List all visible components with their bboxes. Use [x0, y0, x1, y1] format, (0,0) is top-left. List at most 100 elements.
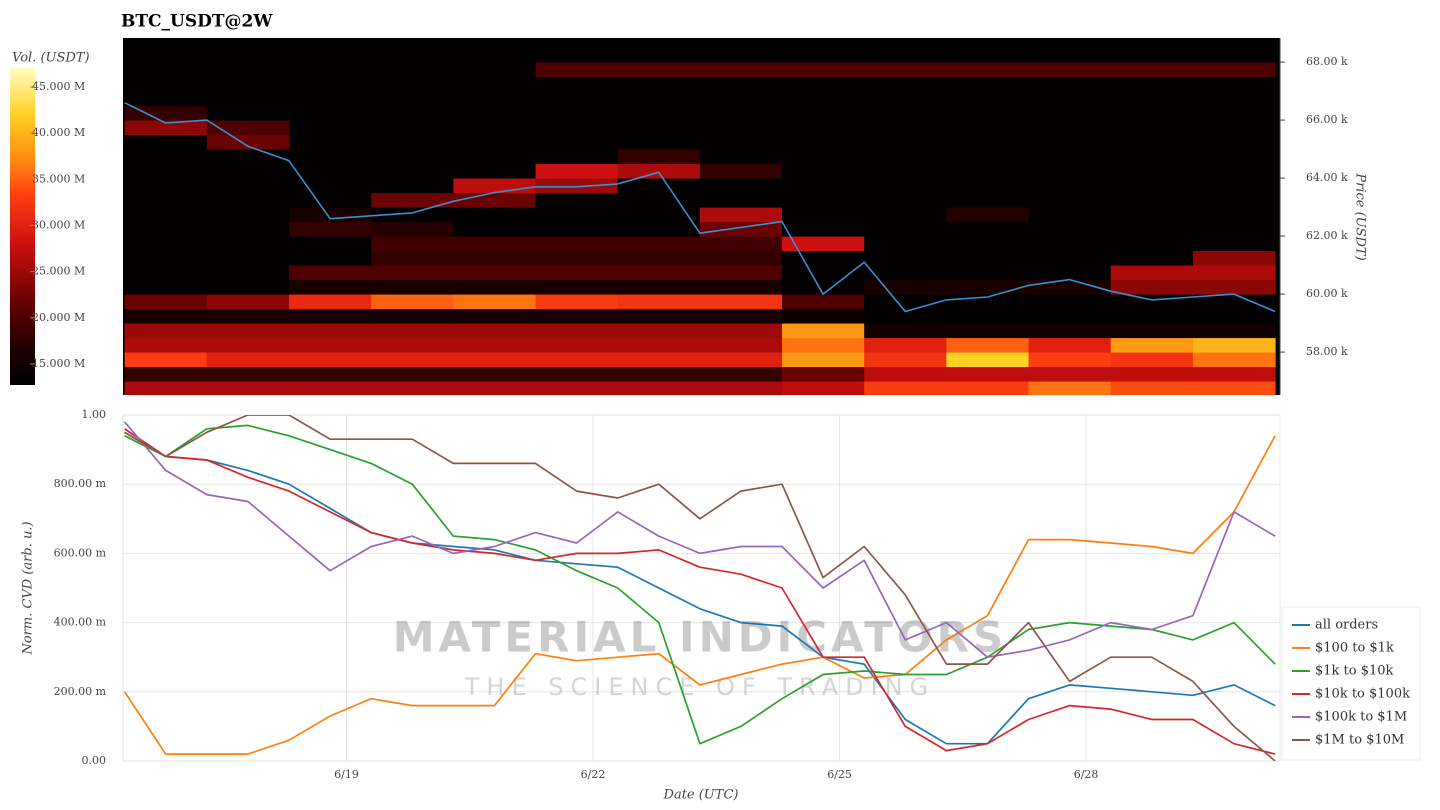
heat-cell [1192, 192, 1276, 208]
heat-cell [124, 308, 208, 324]
heat-cell [206, 47, 290, 63]
heat-cell [371, 352, 454, 368]
heat-cell [371, 337, 454, 353]
heat-cell [124, 337, 208, 353]
legend-label: $1k to $10k [1315, 664, 1394, 679]
heat-cell [864, 308, 947, 324]
heat-cell [946, 221, 1030, 237]
heat-cell [371, 149, 454, 165]
heat-cell [124, 105, 208, 121]
heat-cell [1110, 337, 1194, 353]
heat-cell [1028, 294, 1112, 310]
heat-cell [1028, 62, 1112, 78]
heat-cell [1028, 265, 1112, 281]
heat-cell [288, 250, 372, 266]
heat-cell [1110, 294, 1194, 310]
heat-cell [535, 323, 619, 339]
heat-cell [946, 76, 1030, 92]
heat-cell [453, 91, 537, 107]
grid [123, 414, 1280, 762]
heat-cell [535, 163, 619, 179]
heat-cell [617, 221, 701, 237]
heat-cell [782, 178, 865, 194]
heat-cell [371, 192, 454, 208]
heat-cell [1110, 366, 1194, 382]
heat-cell [864, 221, 947, 237]
heat-cell [1192, 250, 1276, 266]
heat-cell [535, 236, 619, 252]
heat-cell [699, 76, 783, 92]
heat-cell [124, 265, 208, 281]
heat-cell [124, 207, 208, 223]
heat-cell [782, 62, 865, 78]
heat-cell [206, 294, 290, 310]
heat-cell [946, 352, 1030, 368]
heat-cell [453, 308, 537, 324]
heat-cell [371, 366, 454, 382]
heat-cell [371, 207, 454, 223]
heat-cell [288, 105, 372, 121]
legend-label: all orders [1315, 618, 1378, 633]
plot-background [122, 414, 1281, 762]
heat-cell [535, 308, 619, 324]
heat-cell [1192, 366, 1276, 382]
heat-cell [124, 178, 208, 194]
heat-cell [864, 149, 947, 165]
heat-cell [535, 192, 619, 208]
heat-cell [288, 308, 372, 324]
heat-cell [946, 178, 1030, 194]
heat-cell [1192, 337, 1276, 353]
heat-cell [535, 134, 619, 150]
line [124, 101, 1276, 313]
legend-entries: all orders $100 to $1k $1k to $10k $10k to … [1292, 618, 1410, 748]
heat-cell [124, 323, 208, 339]
heat-cell [1110, 178, 1194, 194]
heat-cell [1192, 105, 1276, 121]
heat-cell [1028, 323, 1112, 339]
chart-title: BTC_USDT@2W [121, 12, 273, 32]
heat-cell [1028, 120, 1112, 136]
heat-cell [1192, 163, 1276, 179]
heat-cell [1192, 207, 1276, 223]
heat-cell [617, 294, 701, 310]
heat-cell [699, 149, 783, 165]
line [124, 431, 1276, 745]
heat-cell [124, 76, 208, 92]
heat-cell [617, 366, 701, 382]
heat-cell [1028, 105, 1112, 121]
heat-cell [617, 323, 701, 339]
heat-cell [206, 308, 290, 324]
heat-cell [206, 178, 290, 194]
x-tick-label: 6/19 [334, 768, 359, 781]
heat-cell [124, 221, 208, 237]
heat-cell [453, 337, 537, 353]
y-tick-label: 0.00 [82, 754, 107, 767]
heat-cell [1192, 352, 1276, 368]
heat-cell [782, 250, 865, 266]
heat-cell [699, 337, 783, 353]
heat-cell [1110, 149, 1194, 165]
heat-cell [288, 62, 372, 78]
heat-cell [1192, 265, 1276, 281]
heat-cell [288, 236, 372, 252]
heat-cell [535, 250, 619, 266]
heat-cell [1192, 91, 1276, 107]
heat-cell [699, 91, 783, 107]
heat-cell [864, 91, 947, 107]
heat-cell [453, 76, 537, 92]
heat-cell [1028, 236, 1112, 252]
heat-cell [946, 91, 1030, 107]
legend [1281, 606, 1421, 761]
heat-cell [371, 308, 454, 324]
heat-cell [864, 352, 947, 368]
heat-cell [1110, 62, 1194, 78]
y-tick-label: 400.00 m [54, 616, 107, 629]
heat-cell [699, 294, 783, 310]
y-tick-label: 62.00 k [1306, 229, 1348, 242]
heat-cell [124, 62, 208, 78]
heat-cell [699, 192, 783, 208]
axes: 58.00 k 60.00 k 62.00 k 64.00 k 66.00 k 68.00… [30, 38, 1348, 781]
heat-cell [864, 381, 947, 395]
heat-cell [946, 134, 1030, 150]
